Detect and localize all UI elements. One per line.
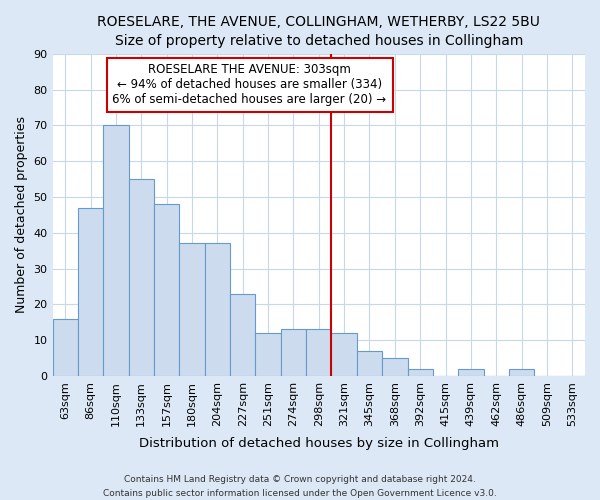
Bar	[382, 358, 407, 376]
Text: ROESELARE THE AVENUE: 303sqm
← 94% of detached houses are smaller (334)
6% of se: ROESELARE THE AVENUE: 303sqm ← 94% of de…	[112, 64, 386, 106]
Bar	[306, 330, 331, 376]
Bar	[230, 294, 256, 376]
Y-axis label: Number of detached properties: Number of detached properties	[15, 116, 28, 314]
Title: ROESELARE, THE AVENUE, COLLINGHAM, WETHERBY, LS22 5BU
Size of property relative : ROESELARE, THE AVENUE, COLLINGHAM, WETHE…	[97, 15, 540, 48]
Bar	[78, 208, 103, 376]
Bar	[205, 244, 230, 376]
Bar	[509, 368, 534, 376]
Bar	[103, 126, 128, 376]
Bar	[281, 330, 306, 376]
Bar	[179, 244, 205, 376]
Bar	[357, 351, 382, 376]
Bar	[407, 368, 433, 376]
Bar	[154, 204, 179, 376]
Bar	[256, 333, 281, 376]
Bar	[331, 333, 357, 376]
Bar	[128, 179, 154, 376]
Bar	[458, 368, 484, 376]
Bar	[53, 318, 78, 376]
X-axis label: Distribution of detached houses by size in Collingham: Distribution of detached houses by size …	[139, 437, 499, 450]
Text: Contains HM Land Registry data © Crown copyright and database right 2024.
Contai: Contains HM Land Registry data © Crown c…	[103, 476, 497, 498]
